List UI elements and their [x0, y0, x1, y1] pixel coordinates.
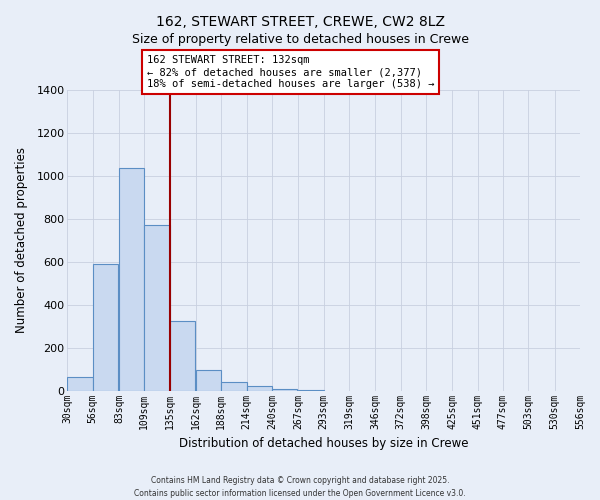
Text: 162 STEWART STREET: 132sqm
← 82% of detached houses are smaller (2,377)
18% of s: 162 STEWART STREET: 132sqm ← 82% of deta… — [147, 56, 434, 88]
X-axis label: Distribution of detached houses by size in Crewe: Distribution of detached houses by size … — [179, 437, 469, 450]
Bar — [92, 264, 118, 390]
Bar — [170, 321, 195, 390]
Text: Size of property relative to detached houses in Crewe: Size of property relative to detached ho… — [131, 32, 469, 46]
Bar — [196, 370, 221, 390]
Text: 162, STEWART STREET, CREWE, CW2 8LZ: 162, STEWART STREET, CREWE, CW2 8LZ — [155, 15, 445, 29]
Bar — [67, 376, 92, 390]
Y-axis label: Number of detached properties: Number of detached properties — [15, 148, 28, 334]
Text: Contains HM Land Registry data © Crown copyright and database right 2025.
Contai: Contains HM Land Registry data © Crown c… — [134, 476, 466, 498]
Bar — [144, 226, 170, 390]
Bar — [119, 168, 144, 390]
Bar — [247, 386, 272, 390]
Bar — [272, 389, 297, 390]
Bar — [221, 382, 247, 390]
